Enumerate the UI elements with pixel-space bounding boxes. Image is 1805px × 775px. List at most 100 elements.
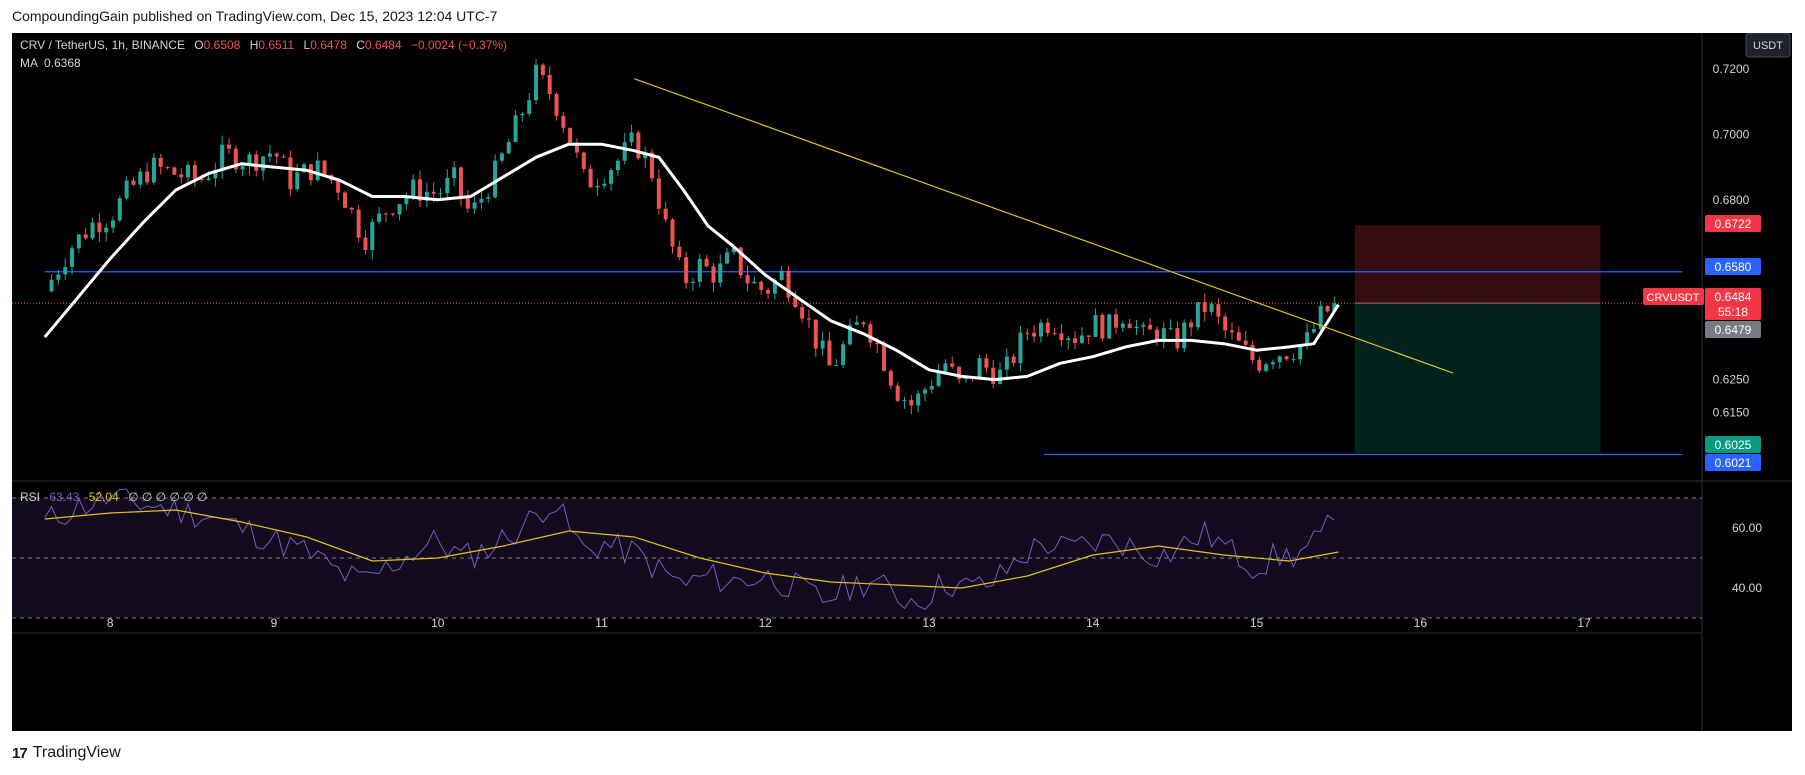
trendline-segment: [634, 78, 1454, 374]
candle-body: [1120, 323, 1125, 328]
candle: [418, 170, 423, 208]
candle: [104, 223, 109, 242]
legend-symbol: CRV / TetherUS, 1h, BINANCE: [20, 38, 185, 52]
candle-body: [677, 246, 682, 258]
candle: [1073, 331, 1078, 350]
candle: [397, 203, 402, 221]
candle: [888, 369, 893, 389]
candle-body: [138, 171, 143, 185]
price-tick-label: 0.7000: [1713, 127, 1750, 141]
candle: [779, 265, 784, 281]
candle-body: [725, 252, 730, 264]
candle: [547, 66, 552, 100]
ma-path: [43, 142, 1340, 382]
rsi-tick-label: 40.00: [1732, 581, 1762, 595]
candle-body: [1168, 328, 1173, 330]
candle: [486, 193, 491, 204]
bar-countdown: 55:18: [1718, 305, 1748, 319]
candle: [752, 276, 757, 284]
candle-body: [1175, 328, 1180, 349]
candle-body: [1195, 302, 1200, 328]
chart-svg[interactable]: 60.00 40.00 0.7200 0.7000 0.6800 0.6250 0.615…: [12, 32, 1792, 731]
candle-body: [1284, 356, 1289, 360]
candle-body: [458, 167, 463, 197]
candle-body: [1011, 356, 1016, 364]
candle: [834, 358, 839, 366]
candle: [1004, 348, 1009, 379]
candle-body: [882, 343, 887, 371]
candle-body: [151, 157, 156, 183]
footer-brand: TradingView: [32, 744, 121, 761]
candle-body: [629, 132, 634, 143]
tradingview-logo-icon: 17: [12, 744, 28, 762]
candle: [254, 150, 259, 177]
currency-button[interactable]: USDT: [1745, 32, 1791, 58]
candle: [288, 150, 293, 197]
rsi-band: [12, 498, 1702, 618]
candle-body: [1298, 345, 1303, 360]
candle: [233, 145, 238, 173]
candle: [998, 362, 1003, 385]
candle: [349, 206, 354, 214]
candle: [766, 287, 771, 299]
candle-body: [1148, 324, 1153, 330]
candle: [1134, 319, 1139, 335]
candle: [1052, 327, 1057, 336]
candle-body: [868, 324, 873, 343]
candle: [479, 190, 484, 210]
candle: [718, 254, 723, 288]
candle-body: [186, 164, 191, 178]
position-box[interactable]: [1354, 225, 1601, 454]
candle-body: [356, 209, 361, 238]
candle: [342, 191, 347, 208]
candle: [70, 245, 75, 275]
candle: [1209, 302, 1214, 316]
candle: [820, 332, 825, 356]
time-tick-label: 16: [1414, 616, 1428, 630]
time-tick-label: 14: [1086, 616, 1100, 630]
candle-body: [97, 222, 102, 233]
candle: [1045, 318, 1050, 337]
trendline[interactable]: [634, 78, 1454, 374]
candle: [697, 253, 702, 287]
candle: [1079, 327, 1084, 344]
candle-body: [909, 399, 914, 406]
candle: [984, 353, 989, 374]
candle-body: [663, 208, 668, 220]
main-pane[interactable]: [12, 33, 1792, 481]
candle-body: [233, 148, 238, 170]
candle-body: [1189, 322, 1194, 328]
candle-body: [1059, 333, 1064, 341]
candle-body: [684, 257, 689, 284]
candle: [1011, 353, 1016, 367]
candle-body: [1134, 326, 1139, 329]
candle-body: [738, 247, 743, 276]
legend-high: 0.6511: [258, 38, 294, 52]
candle-body: [588, 168, 593, 188]
candle-body: [861, 322, 866, 325]
horizontal-levels[interactable]: [12, 271, 1702, 456]
candle-body: [240, 166, 245, 170]
rsi-legend: RSI 63.43 52.04 ∅ ∅ ∅ ∅ ∅ ∅: [20, 490, 208, 504]
candle: [588, 165, 593, 188]
candle: [1230, 322, 1235, 340]
candle: [861, 321, 866, 328]
candle-body: [288, 157, 293, 190]
candle-body: [643, 152, 648, 159]
candle: [725, 248, 730, 265]
candle: [936, 363, 941, 388]
candle-body: [745, 275, 750, 284]
candle: [165, 165, 170, 170]
candle: [267, 144, 272, 163]
candle-body: [363, 237, 368, 251]
candle-body: [888, 370, 893, 386]
candle-body: [1154, 329, 1159, 341]
price-scale-ticks: 0.7200 0.7000 0.6800 0.6250 0.6150: [1713, 62, 1750, 419]
candle: [922, 387, 927, 402]
price-tick-label: 0.6150: [1713, 405, 1750, 419]
chart-area[interactable]: 60.00 40.00 0.7200 0.7000 0.6800 0.6250 0.615…: [12, 32, 1792, 731]
candle-body: [574, 142, 579, 153]
candle: [827, 331, 832, 366]
candle: [800, 304, 805, 323]
label-resistance: 0.6580: [1705, 258, 1761, 275]
